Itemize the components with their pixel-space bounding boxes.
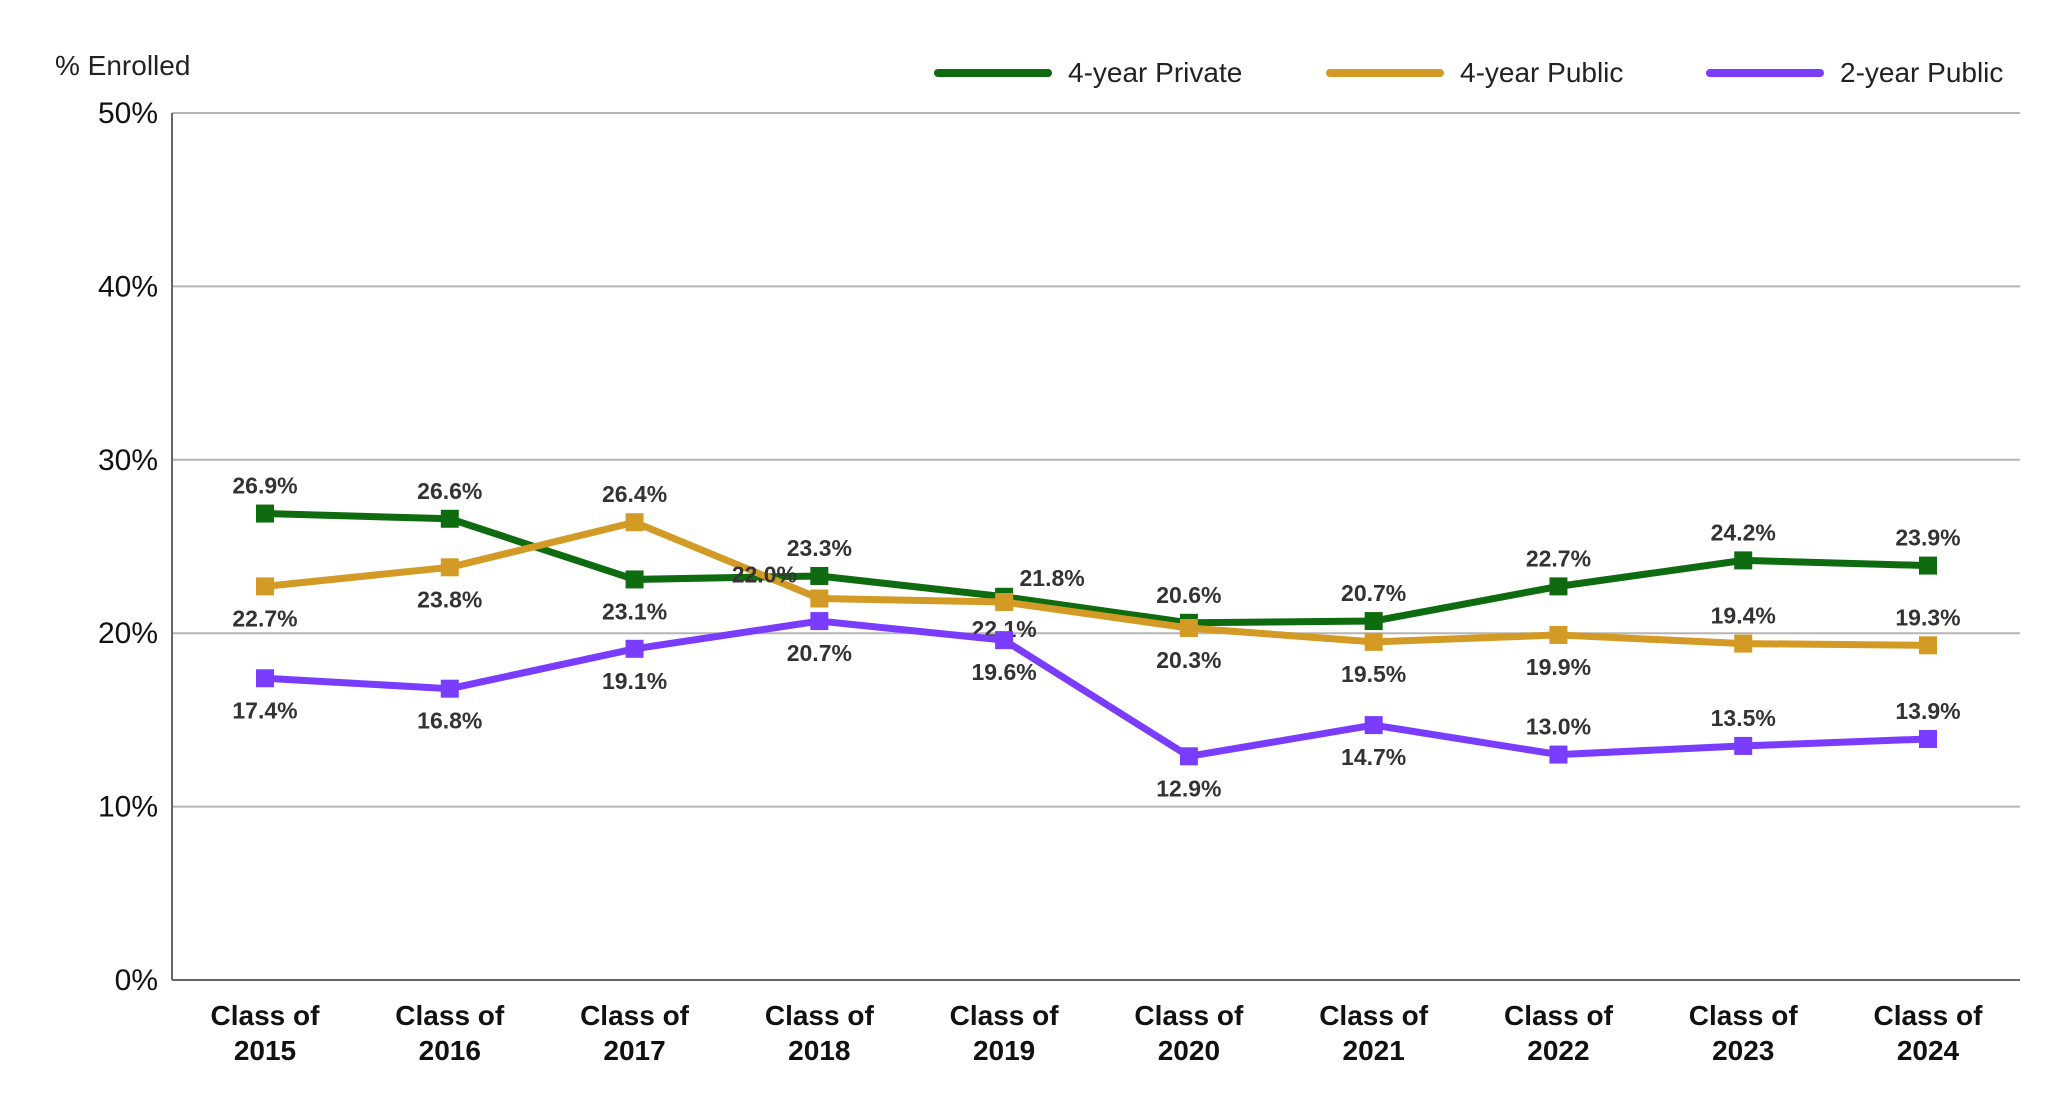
series-line — [264, 617, 1929, 760]
data-point — [1179, 618, 1198, 637]
data-label: 13.5% — [1711, 705, 1776, 731]
series-layer: 26.9% 26.6%23.1%23.3%22.1%20.6% 20.7%22.7%… — [232, 473, 1960, 802]
data-label: 24.2% — [1711, 519, 1776, 545]
data-label: 20.3% — [1156, 647, 1221, 673]
data-point — [1364, 632, 1383, 651]
data-point — [1919, 729, 1937, 748]
data-label: 26.4% — [602, 481, 667, 507]
data-point — [1734, 634, 1753, 653]
data-label: 26.6% — [417, 478, 482, 504]
data-label: 22.7% — [232, 605, 297, 631]
series-line — [264, 518, 1929, 649]
x-tick-label: Class of 2017 — [580, 1000, 690, 1066]
grid-lines — [171, 112, 2020, 981]
data-label: 19.9% — [1526, 654, 1591, 680]
data-label: 13.0% — [1526, 714, 1591, 740]
data-point — [440, 558, 459, 577]
data-point — [625, 513, 644, 532]
data-label: 19.5% — [1341, 661, 1406, 687]
x-tick-label: Class of 2019 — [950, 1000, 1060, 1066]
data-point — [1919, 636, 1937, 655]
data-point — [810, 612, 829, 631]
series-line — [264, 510, 1929, 627]
x-tick-label: Class of 2023 — [1689, 1000, 1799, 1066]
data-label: 23.8% — [417, 586, 482, 612]
data-label: 19.1% — [602, 668, 667, 694]
data-point — [625, 639, 644, 658]
data-point — [256, 504, 274, 523]
y-tick-label: 40% — [98, 270, 158, 303]
y-tick-label: 30% — [98, 444, 158, 477]
data-label: 17.4% — [232, 697, 297, 723]
x-tick-label: Class of 2021 — [1319, 1000, 1429, 1066]
series-4-year-private: 26.9% 26.6%23.1%23.3%22.1%20.6% 20.7%22.7%… — [232, 473, 1960, 642]
data-label: 22.0% — [732, 562, 797, 588]
data-label: 22.7% — [1526, 545, 1591, 571]
data-label: 20.7% — [787, 640, 852, 666]
data-point — [1179, 747, 1198, 766]
legend-label: 4-year Public — [1460, 57, 1623, 88]
legend-item: 4-year Private — [934, 57, 1242, 88]
data-label: 26.9% — [232, 473, 297, 499]
x-tick-label: Class of 2020 — [1134, 1000, 1244, 1066]
data-point — [810, 566, 829, 585]
data-point — [1364, 716, 1383, 735]
data-label: 23.3% — [787, 535, 852, 561]
y-tick-label: 50% — [98, 97, 158, 130]
data-point — [440, 509, 459, 528]
y-axis-label: % Enrolled — [55, 50, 190, 81]
x-tick-label: Class of 2016 — [395, 1000, 505, 1066]
data-point — [1549, 577, 1568, 596]
legend: 4-year Private 4-year Public 2-year Public — [934, 57, 2003, 88]
y-tick-label: 20% — [98, 617, 158, 650]
data-label: 23.9% — [1895, 525, 1960, 551]
x-tick-label: Class of 2015 — [211, 1000, 321, 1066]
y-axis-ticks: 0% 10% 20% 30% 40% 50% — [98, 97, 158, 997]
data-point — [1549, 745, 1568, 764]
legend-label: 2-year Public — [1840, 57, 2003, 88]
legend-item: 4-year Public — [1326, 57, 1623, 88]
data-point — [995, 592, 1014, 611]
data-point — [995, 631, 1014, 650]
data-label: 21.8% — [1020, 565, 1085, 591]
data-label: 12.9% — [1156, 775, 1221, 801]
legend-item: 2-year Public — [1706, 57, 2003, 88]
data-label: 16.8% — [417, 708, 482, 734]
data-point — [1919, 556, 1937, 575]
data-point — [625, 570, 644, 589]
data-point — [1549, 625, 1568, 644]
data-point — [1734, 736, 1753, 755]
data-label: 13.9% — [1895, 698, 1960, 724]
data-label: 19.3% — [1895, 604, 1960, 630]
data-label: 19.4% — [1711, 603, 1776, 629]
data-label: 19.6% — [972, 659, 1037, 685]
data-point — [256, 669, 274, 688]
x-axis-category-labels: Class of 2015 Class of 2016 Class of 2017 Clas… — [211, 1000, 1984, 1066]
data-point — [1734, 551, 1753, 570]
series-4-year-public: 22.7% 23.8% 26.4% 22.0% 21.8% 20.3% 19.5% 19.9%… — [232, 481, 1960, 687]
y-tick-label: 10% — [98, 791, 158, 824]
data-point — [256, 577, 274, 596]
data-point — [810, 589, 829, 608]
y-tick-label: 0% — [115, 964, 158, 997]
x-tick-label: Class of 2024 — [1874, 1000, 1984, 1066]
data-label: 20.7% — [1341, 580, 1406, 606]
data-point — [1364, 612, 1383, 631]
data-label: 20.6% — [1156, 582, 1221, 608]
data-label: 23.1% — [602, 598, 667, 624]
data-label: 14.7% — [1341, 744, 1406, 770]
data-point — [440, 679, 459, 698]
x-tick-label: Class of 2018 — [765, 1000, 875, 1066]
x-tick-label: Class of 2022 — [1504, 1000, 1614, 1066]
series-2-year-public: 17.4% 16.8% 19.1% 20.7% 19.6% 12.9% 14.7% 13.0%… — [232, 612, 1961, 801]
legend-label: 4-year Private — [1068, 57, 1242, 88]
